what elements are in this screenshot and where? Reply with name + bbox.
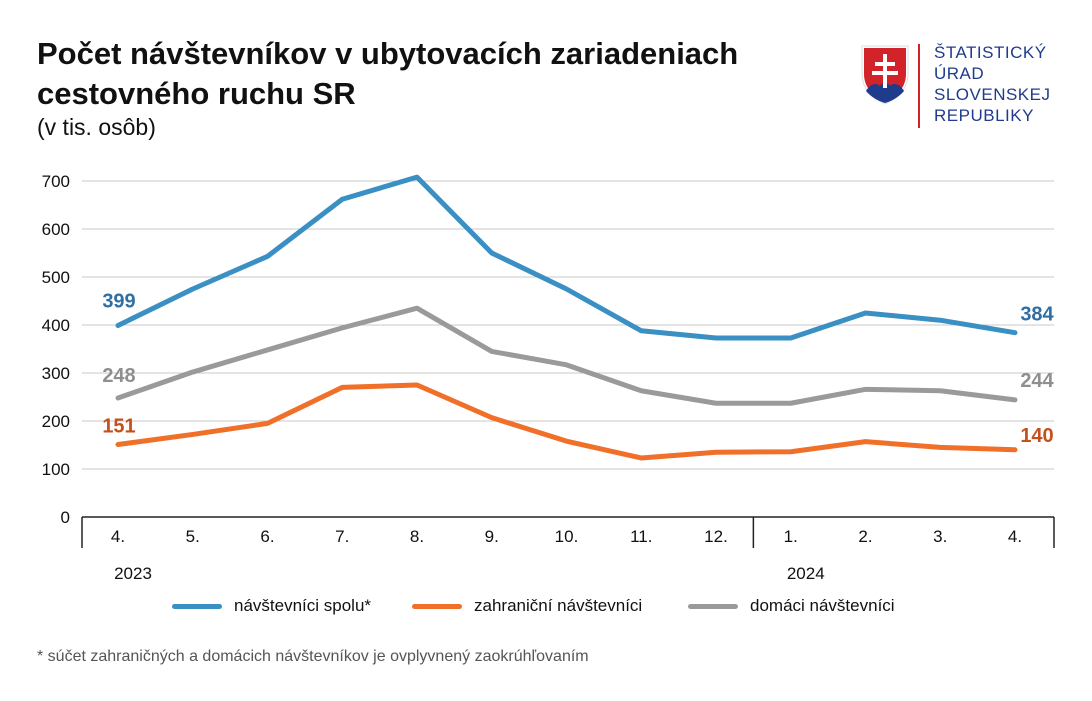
x-tick-label: 1. bbox=[784, 527, 798, 546]
y-tick-label: 300 bbox=[42, 364, 70, 383]
chart-title: Počet návštevníkov v ubytovacích zariade… bbox=[37, 36, 739, 111]
year-label: 2024 bbox=[787, 564, 825, 583]
legend-label-foreign: zahraniční návštevníci bbox=[474, 596, 643, 615]
logo-line: ŠTATISTICKÝ bbox=[934, 43, 1047, 62]
data-label-total: 384 bbox=[1020, 304, 1054, 326]
x-tick-label: 8. bbox=[410, 527, 424, 546]
legend-swatch-domestic bbox=[688, 603, 738, 609]
chart-subtitle: (v tis. osôb) bbox=[37, 114, 156, 140]
logo-line: ÚRAD bbox=[934, 64, 985, 83]
x-tick-label: 10. bbox=[555, 527, 579, 546]
y-tick-label: 400 bbox=[42, 316, 70, 335]
x-tick-label: 11. bbox=[630, 527, 652, 546]
logo-text: ŠTATISTICKÝ ÚRAD SLOVENSKEJ REPUBLIKY bbox=[934, 42, 1051, 126]
legend-item-foreign: zahraniční návštevníci bbox=[412, 596, 642, 616]
logo-line: REPUBLIKY bbox=[934, 106, 1034, 125]
x-tick-label: 3. bbox=[933, 527, 947, 546]
legend-item-total: návštevníci spolu* bbox=[172, 596, 371, 616]
legend-swatch-total bbox=[172, 603, 222, 609]
x-tick-label: 2. bbox=[858, 527, 872, 546]
legend-item-domestic: domáci návštevníci bbox=[688, 596, 895, 616]
series-line-domestic bbox=[115, 305, 1018, 406]
x-tick-label: 9. bbox=[485, 527, 499, 546]
y-tick-label: 100 bbox=[42, 460, 70, 479]
statistical-office-logo: ŠTATISTICKÝ ÚRAD SLOVENSKEJ REPUBLIKY bbox=[860, 42, 1070, 132]
logo-divider bbox=[918, 44, 920, 128]
chart-legend: návštevníci spolu* zahraniční návštevníc… bbox=[0, 596, 1092, 622]
year-label: 2023 bbox=[114, 564, 152, 583]
logo-line: SLOVENSKEJ bbox=[934, 85, 1051, 104]
x-tick-label: 5. bbox=[186, 527, 200, 546]
data-label-domestic: 244 bbox=[1020, 370, 1054, 392]
x-tick-label: 4. bbox=[1008, 527, 1022, 546]
data-label-foreign: 151 bbox=[102, 416, 135, 438]
slovak-coat-of-arms-icon bbox=[861, 45, 909, 105]
data-label-foreign: 140 bbox=[1020, 425, 1053, 447]
footnote: * súčet zahraničných a domácich návštevn… bbox=[37, 648, 589, 665]
x-tick-label: 7. bbox=[335, 527, 349, 546]
series-line-total bbox=[115, 174, 1018, 341]
data-label-domestic: 248 bbox=[102, 365, 135, 387]
data-label-total: 399 bbox=[102, 290, 135, 312]
x-tick-label: 6. bbox=[260, 527, 274, 546]
y-tick-label: 700 bbox=[42, 172, 70, 191]
x-tick-label: 4. bbox=[111, 527, 125, 546]
x-tick-label: 12. bbox=[704, 527, 728, 546]
legend-swatch-foreign bbox=[412, 603, 462, 609]
legend-label-total: návštevníci spolu* bbox=[234, 596, 372, 615]
legend-label-domestic: domáci návštevníci bbox=[750, 596, 895, 615]
y-tick-label: 600 bbox=[42, 220, 70, 239]
y-tick-label: 500 bbox=[42, 268, 70, 287]
y-tick-label: 0 bbox=[61, 508, 70, 527]
y-tick-label: 200 bbox=[42, 412, 70, 431]
